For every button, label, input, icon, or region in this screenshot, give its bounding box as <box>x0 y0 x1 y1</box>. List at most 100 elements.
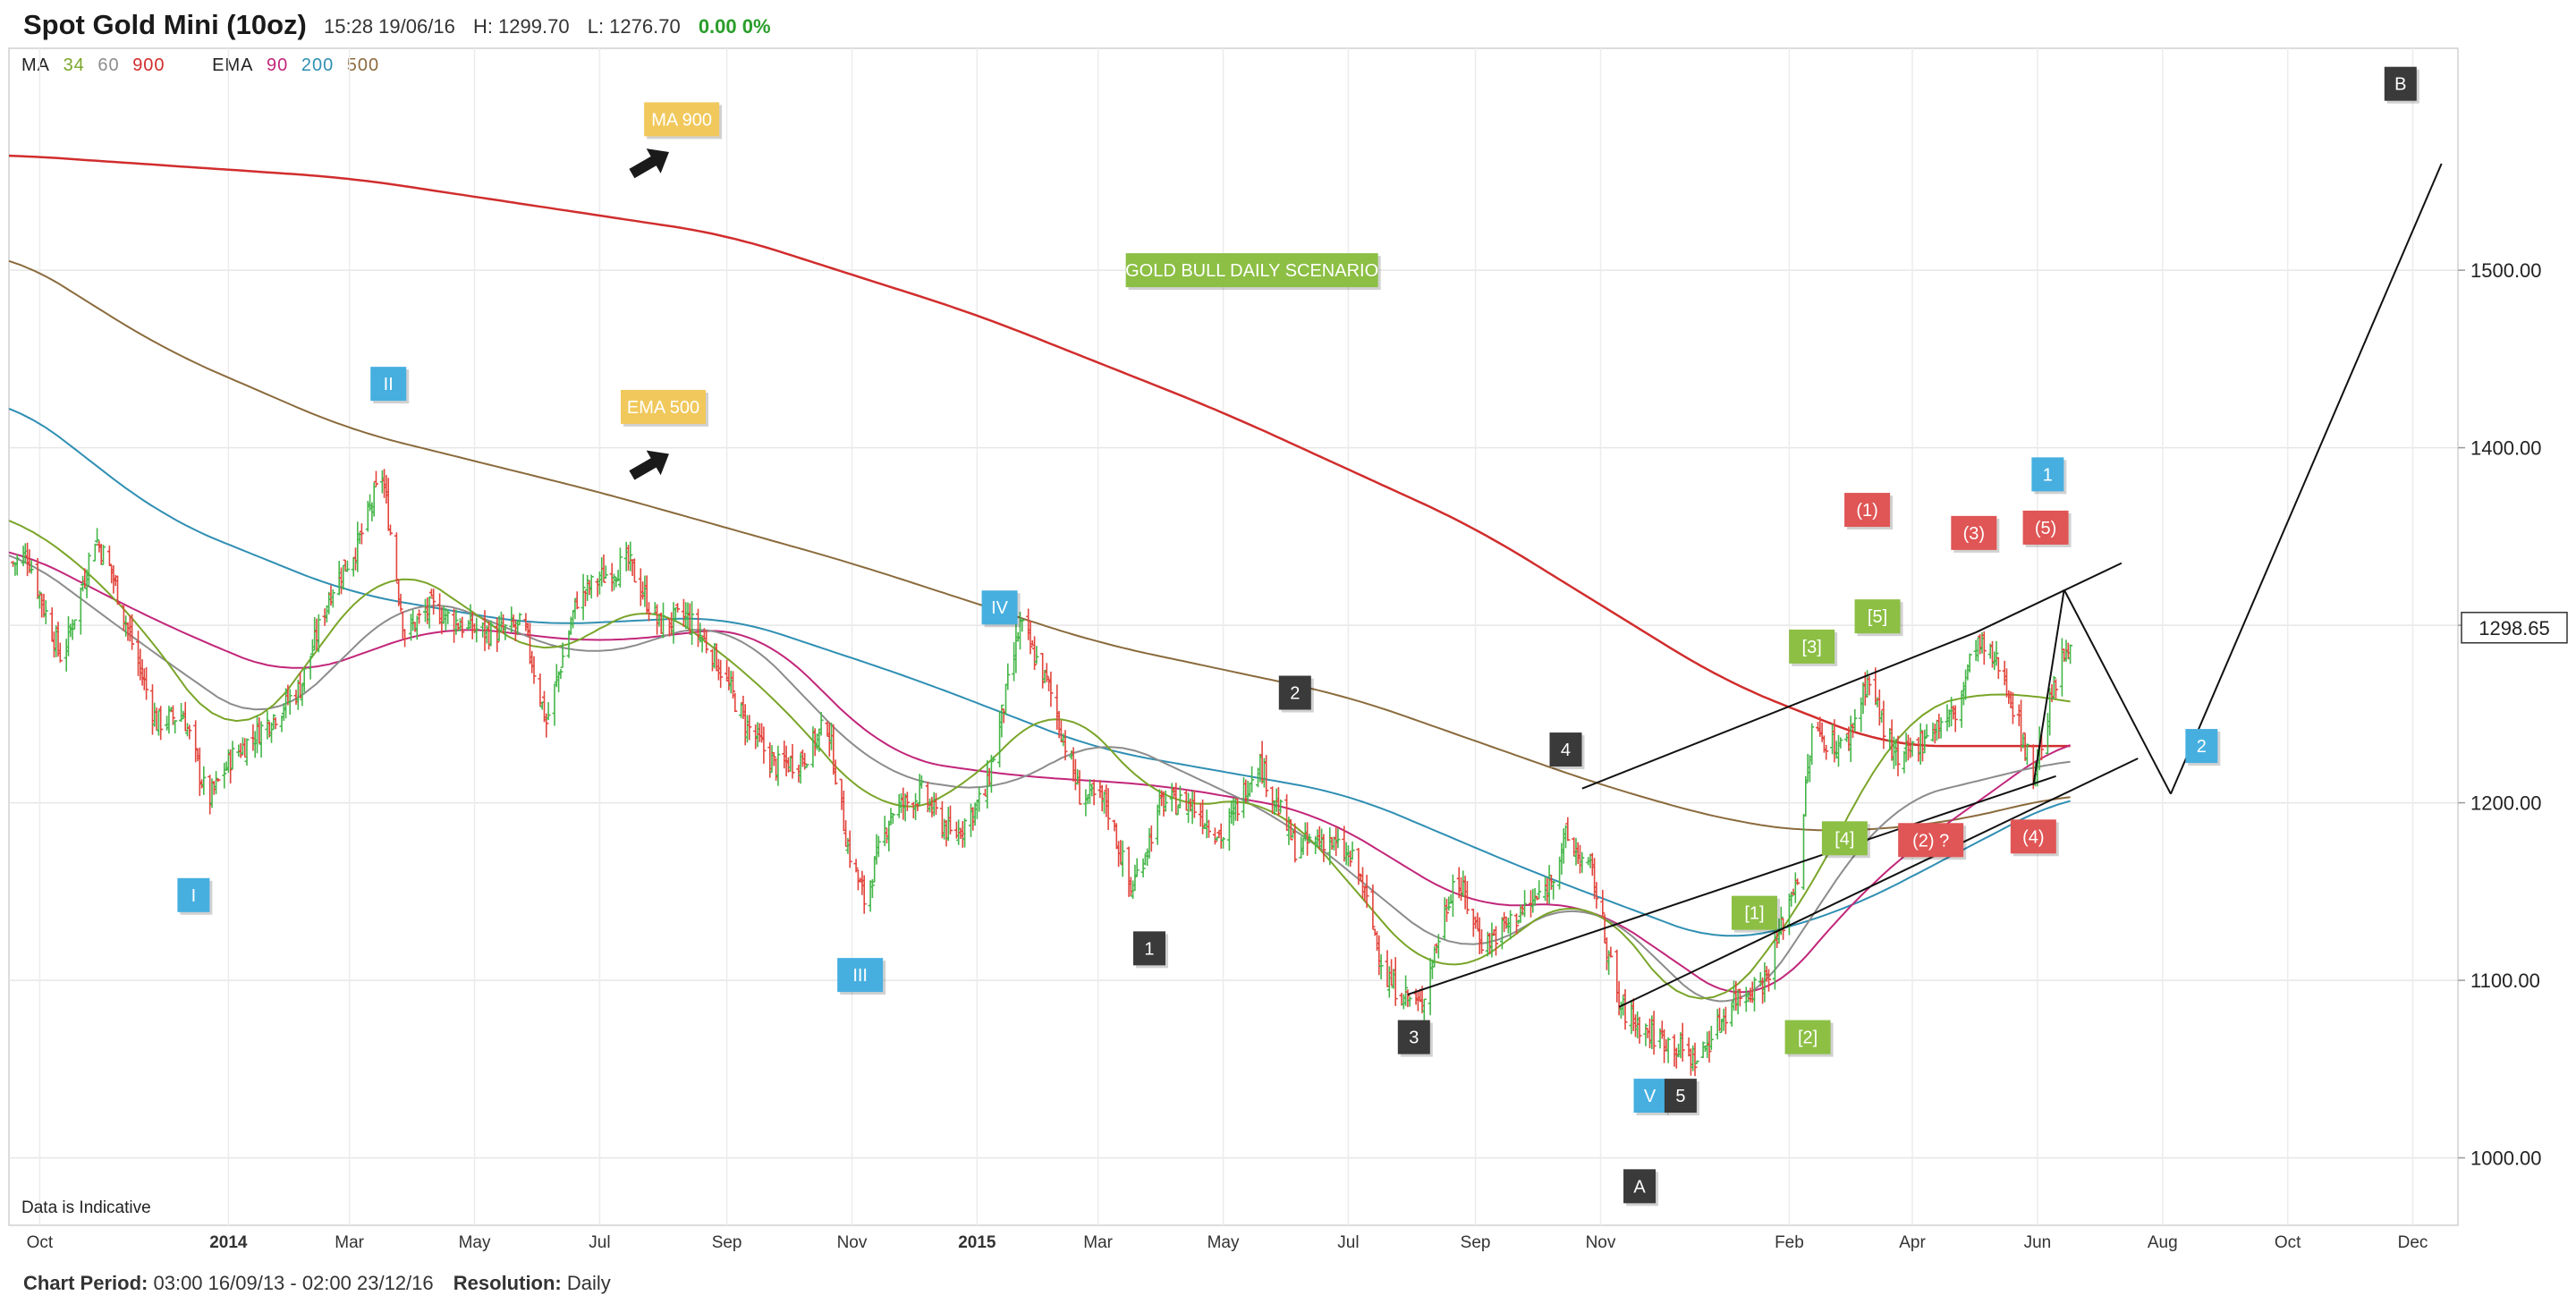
grid-lines <box>8 47 2459 1226</box>
legend-ma-60: 60 <box>97 55 120 75</box>
legend-ema-500: 500 <box>346 55 380 75</box>
ma-line-34 <box>8 520 2071 1000</box>
wave-label-text: 4 <box>1561 741 1571 760</box>
wave-label-text: (1) <box>1856 501 1877 521</box>
trendline <box>1975 562 2123 633</box>
ma-line-500 <box>8 259 2071 832</box>
wave-label: 1 <box>1132 931 1168 969</box>
ma-line-60 <box>8 555 2071 1003</box>
wave-label-box <box>1623 1169 1657 1204</box>
wave-label-box <box>1784 1020 1831 1054</box>
legend-ema-200: 200 <box>301 55 335 75</box>
x-tick-label: 2014 <box>209 1233 248 1252</box>
wave-label-text: [5] <box>1868 607 1887 627</box>
x-tick-label: Aug <box>2148 1233 2178 1252</box>
ma-line-90 <box>8 551 2071 994</box>
wave-label-text: [3] <box>1802 638 1822 657</box>
wave-label: III <box>837 958 886 995</box>
x-tick-label: Mar <box>335 1233 364 1252</box>
wave-label-box <box>1844 493 1891 528</box>
wave-label-box <box>644 102 720 137</box>
high-value: H: 1299.70 <box>472 15 570 38</box>
wave-label-text: (5) <box>2035 519 2056 538</box>
wave-label-box <box>1731 895 1777 930</box>
wave-label-text: EMA 500 <box>627 398 699 418</box>
trendline <box>1581 631 1977 790</box>
current-price-box <box>2461 612 2568 644</box>
wave-label: B <box>2384 66 2419 104</box>
change-value: 0.00 0% <box>698 15 771 38</box>
x-tick-label: Sep <box>712 1233 742 1252</box>
wave-label: II <box>370 367 410 404</box>
wave-label-box <box>177 877 210 912</box>
trendline <box>2063 588 2172 795</box>
wave-label-text: 3 <box>1409 1029 1419 1048</box>
moving-average-lines <box>8 154 2071 1003</box>
y-tick-label: 1000.00 <box>2470 1147 2542 1170</box>
wave-label-text: A <box>1633 1177 1646 1197</box>
y-tick-label: 1500.00 <box>2470 259 2542 282</box>
wave-label-text: 2 <box>2197 737 2207 757</box>
candles <box>11 469 2073 1077</box>
resolution-label: Resolution: <box>453 1272 562 1294</box>
trendline <box>1618 758 2139 1008</box>
legend-ma-label: MA <box>21 55 50 75</box>
arrow-shape <box>629 450 669 480</box>
wave-label-text: V <box>1644 1087 1657 1106</box>
wave-label-text: [4] <box>1835 829 1854 849</box>
timestamp: 15:28 19/06/16 <box>324 15 455 38</box>
arrow-shape <box>629 148 669 179</box>
wave-label-text: 1 <box>1144 939 1154 959</box>
legend-ma-34: 34 <box>63 55 85 75</box>
wave-label: I <box>177 877 213 915</box>
data-note: Data is Indicative <box>21 1198 151 1217</box>
x-tick-label: Feb <box>1775 1233 1804 1252</box>
wave-label-box <box>837 958 884 993</box>
resolution-value: Daily <box>566 1272 611 1294</box>
wave-label: (2) ? <box>1898 823 1967 860</box>
wave-label-box <box>621 389 707 424</box>
wave-label-box <box>1898 823 1964 858</box>
y-axis: 1000.001100.001200.001300.001400.001500.… <box>2458 259 2568 1170</box>
current-price-label: 1298.65 <box>2479 617 2550 639</box>
wave-label: GOLD BULL DAILY SCENARIO <box>1125 253 1381 291</box>
wave-label-box <box>2185 729 2218 764</box>
x-tick-label: Nov <box>837 1233 868 1252</box>
wave-label-text: III <box>852 966 868 986</box>
period-label: Chart Period: <box>23 1272 148 1294</box>
x-tick-label: Jul <box>1337 1233 1359 1252</box>
wave-label: (5) <box>2022 510 2072 547</box>
wave-labels: IIIIIIIVV1212345AB[1][2][3][4][5](1)(2) … <box>177 66 2419 1207</box>
wave-label-box <box>1549 732 1582 767</box>
x-tick-label: Dec <box>2398 1233 2428 1252</box>
wave-label-text: 1 <box>2043 465 2053 485</box>
wave-label: [5] <box>1854 599 1903 637</box>
wave-label-text: II <box>384 375 394 394</box>
wave-label-box <box>981 590 1018 625</box>
wave-label-text: GOLD BULL DAILY SCENARIO <box>1125 261 1378 281</box>
wave-label-text: 5 <box>1675 1087 1685 1106</box>
plot-frame <box>8 47 2459 1226</box>
trendlines <box>629 148 2443 1008</box>
wave-label: [4] <box>1821 821 1870 859</box>
wave-label-text: MA 900 <box>651 110 712 130</box>
wave-label-box <box>1397 1020 1430 1054</box>
wave-label: [1] <box>1731 895 1780 933</box>
wave-label-box <box>2022 510 2069 545</box>
y-tick-label: 1400.00 <box>2470 437 2542 460</box>
wave-label: [3] <box>1789 629 1838 666</box>
x-tick-label: Nov <box>1586 1233 1616 1252</box>
chart-title: Spot Gold Mini (10oz) <box>23 9 307 40</box>
wave-label: MA 900 <box>644 102 723 140</box>
wave-label: A <box>1623 1169 1659 1207</box>
trendline <box>2170 163 2443 795</box>
wave-label-box <box>1854 599 1901 634</box>
x-tick-label: Apr <box>1899 1233 1926 1252</box>
wave-label: V <box>1633 1079 1669 1116</box>
wave-label-text: B <box>2394 75 2406 95</box>
trendline <box>2032 589 2065 785</box>
wave-label: 2 <box>1278 675 1314 713</box>
wave-label-box <box>1125 253 1378 288</box>
wave-label-box <box>2010 819 2056 854</box>
